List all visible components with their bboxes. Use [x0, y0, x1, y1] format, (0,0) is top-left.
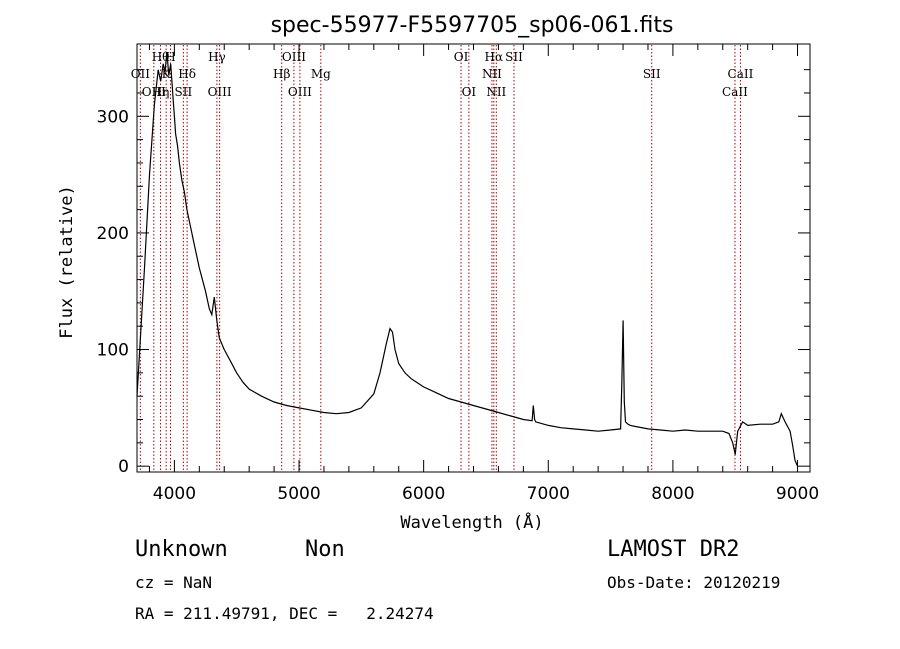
spectrum-line [136, 52, 799, 467]
plot-frame [136, 43, 811, 473]
survey-name: LAMOST DR2 [607, 537, 740, 562]
object-class: Unknown [135, 537, 228, 562]
y-tick-label: 200 [97, 224, 129, 244]
object-subclass: Non [305, 537, 345, 562]
x-tick-label: 7000 [527, 484, 570, 504]
line-label: Hβ [273, 67, 290, 81]
line-label: Hγ [208, 50, 226, 64]
line-label: Hη [152, 85, 170, 99]
chart-title: spec-55977-F5597705_sp06-061.fits [271, 13, 674, 38]
line-label: CaII [728, 67, 754, 81]
line-label: Hα [485, 50, 504, 64]
x-tick-label: 6000 [402, 484, 445, 504]
x-tick-label: 8000 [651, 484, 694, 504]
line-label: NII [486, 85, 506, 99]
x-axis-label: Wavelength (Å) [400, 511, 543, 533]
line-label: K [162, 67, 172, 81]
line-label: Hθ [152, 50, 170, 64]
coordinates-text: RA = 211.49791, DEC = 2.24274 [135, 604, 434, 623]
obs-date: Obs-Date: 20120219 [607, 573, 781, 592]
line-label: SII [175, 85, 193, 99]
line-label: SII [505, 50, 523, 64]
x-tick-label: 9000 [776, 484, 819, 504]
line-label: OIII [208, 85, 232, 99]
line-label: Mg [311, 67, 331, 81]
line-label: OII [131, 67, 151, 81]
y-axis: 0 100 200 300 [97, 69, 810, 477]
y-tick-label: 0 [118, 457, 129, 477]
line-label: OI [454, 50, 469, 64]
x-tick-label: 4000 [153, 484, 196, 504]
y-tick-label: 300 [97, 107, 129, 127]
line-label: SII [643, 67, 661, 81]
line-label: OIII [142, 85, 166, 99]
line-label: OIII [282, 50, 306, 64]
y-tick-label: 100 [97, 341, 129, 361]
x-axis: 4000 5000 6000 7000 8000 9000 [148, 44, 819, 504]
line-label: NII [482, 67, 502, 81]
line-label: Hδ [178, 67, 196, 81]
line-markers [139, 45, 741, 471]
line-label: CaII [722, 85, 748, 99]
line-label: OIII [288, 85, 312, 99]
x-tick-label: 5000 [277, 484, 320, 504]
redshift-text: cz = NaN [135, 573, 213, 592]
line-label: H [165, 50, 175, 64]
y-axis-label: Flux (relative) [57, 185, 77, 339]
line-labels: OIIOIIIHηHθKHSIIHδHγOIIIHβOIIIOIIIMgOIOI… [131, 50, 754, 99]
line-label: OI [462, 85, 477, 99]
